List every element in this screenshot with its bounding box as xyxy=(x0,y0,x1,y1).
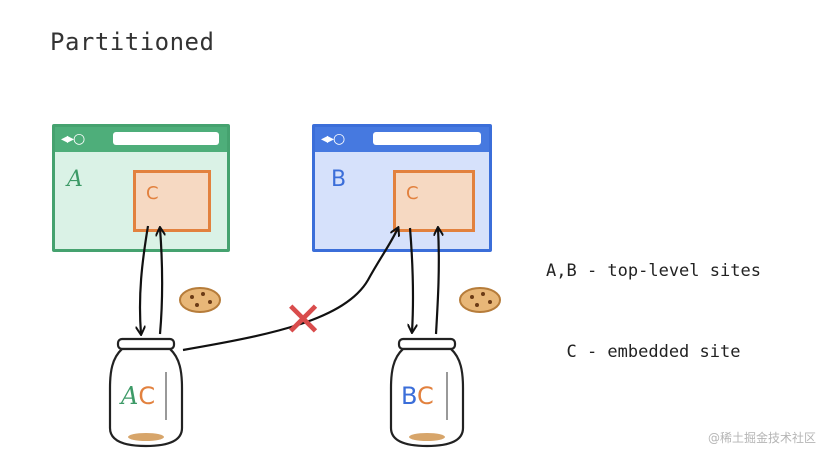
address-bar xyxy=(113,132,219,145)
nav-buttons-icon: ◂▸○ xyxy=(321,131,345,147)
cookie-icon xyxy=(459,287,501,313)
jar-label-a: AC xyxy=(121,382,155,410)
top-level-site-label-b: B xyxy=(331,167,347,192)
jar-top-level-letter: A xyxy=(121,382,139,410)
embedded-frame-label: C xyxy=(406,183,419,204)
embedded-frame-c: C xyxy=(133,170,211,232)
nav-buttons-icon: ◂▸○ xyxy=(61,131,85,147)
blocked-cross-icon: ✕ xyxy=(283,292,324,348)
browser-toolbar-b: ◂▸○ xyxy=(315,127,489,152)
blocked-cross-site-arrow xyxy=(182,228,398,352)
arrow-up-a xyxy=(160,228,162,335)
jar-top-level-letter: B xyxy=(401,382,418,410)
arrow-down-b xyxy=(410,227,413,332)
embedded-frame-label: C xyxy=(146,183,159,204)
top-level-site-label-a: A xyxy=(67,167,83,192)
cookie-jar-a xyxy=(108,337,184,448)
address-bar xyxy=(373,132,481,145)
arrow-up-b xyxy=(436,228,439,335)
jar-label-b: BC xyxy=(401,382,434,410)
diagram-title: Partitioned xyxy=(50,28,215,56)
jar-embedded-letter: C xyxy=(417,382,434,410)
browser-window-a: ◂▸○ A C xyxy=(52,124,230,252)
cookie-icon xyxy=(179,287,221,313)
browser-window-b: ◂▸○ B C xyxy=(312,124,492,252)
legend-line-embedded: C - embedded site xyxy=(546,342,741,362)
cookie-jar-b xyxy=(389,337,465,448)
arrow-down-a xyxy=(140,225,150,334)
jar-embedded-letter: C xyxy=(138,382,156,410)
legend: A,B - top-level sites C - embedded site xyxy=(546,204,761,393)
legend-line-top-level: A,B - top-level sites xyxy=(546,261,761,281)
browser-toolbar-a: ◂▸○ xyxy=(55,127,227,152)
watermark: @稀土掘金技术社区 xyxy=(707,431,816,445)
